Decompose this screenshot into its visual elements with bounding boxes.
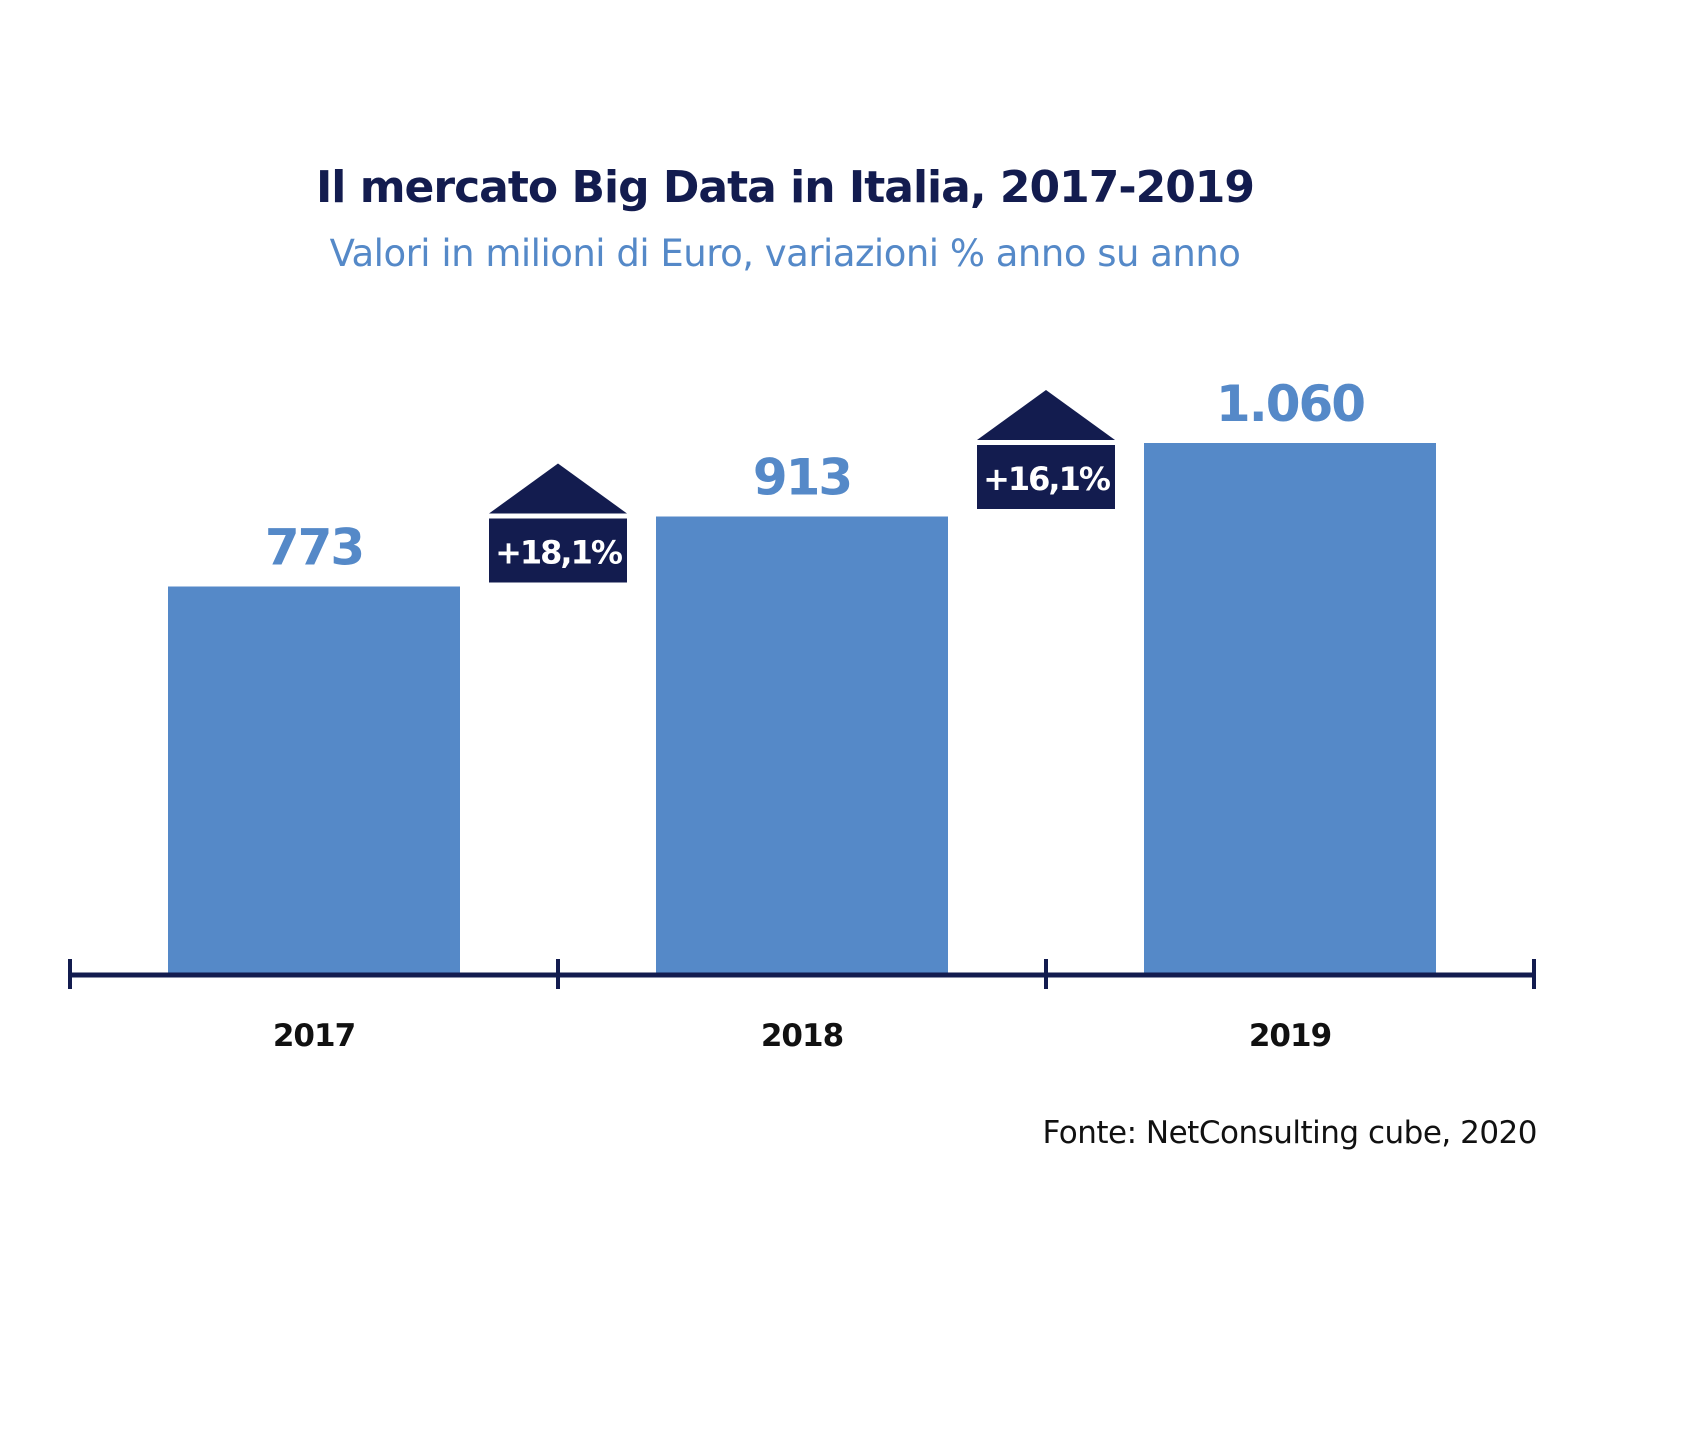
source-note: Fonte: NetConsulting cube, 2020: [1042, 1115, 1538, 1151]
chart-title: Il mercato Big Data in Italia, 2017-2019: [315, 162, 1255, 213]
growth-label: +18,1%: [495, 534, 623, 572]
bar-2018: [656, 516, 948, 973]
x-tick-label-2017: 2017: [273, 1018, 355, 1054]
value-label-2019: 1.060: [1216, 375, 1364, 433]
growth-badge: [977, 445, 1115, 509]
growth-arrow-icon: [977, 390, 1115, 440]
chart-subtitle: Valori in milioni di Euro, variazioni % …: [329, 232, 1241, 275]
growth-label: +16,1%: [983, 460, 1111, 498]
x-tick-label-2019: 2019: [1249, 1018, 1331, 1054]
x-tick-label-2018: 2018: [761, 1018, 843, 1054]
bar-2019: [1144, 443, 1436, 973]
value-label-2017: 773: [265, 519, 363, 577]
growth-arrow-icon: [489, 463, 627, 514]
value-label-2018: 913: [753, 449, 851, 507]
growth-badge: [489, 518, 627, 583]
bar-2017: [168, 586, 460, 973]
